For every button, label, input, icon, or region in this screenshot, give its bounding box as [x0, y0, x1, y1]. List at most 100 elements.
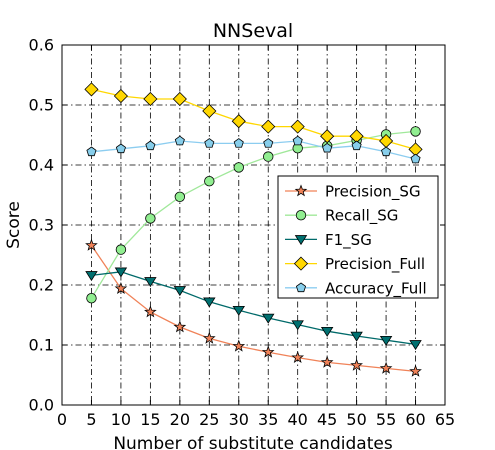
- x-tick-label: 10: [111, 410, 131, 429]
- series-layer: [84, 82, 423, 377]
- data-point: [263, 138, 274, 148]
- data-point: [381, 146, 392, 157]
- data-point: [174, 191, 186, 203]
- legend-item-recall-sg: Recall_SG: [285, 207, 398, 226]
- data-point: [114, 267, 128, 278]
- data-point: [262, 313, 275, 324]
- x-tick-label: 35: [258, 410, 278, 429]
- series-f1-sg: [85, 267, 422, 351]
- data-point: [115, 143, 126, 154]
- series-line: [90, 245, 416, 373]
- x-tick-label: 30: [229, 410, 249, 429]
- data-point: [85, 271, 98, 282]
- data-point: [320, 326, 334, 337]
- data-point: [144, 305, 157, 318]
- x-tick-label: 5: [86, 410, 96, 429]
- data-point: [409, 364, 422, 377]
- legend-marker: [295, 282, 307, 293]
- y-tick-label: 0.4: [29, 156, 54, 175]
- x-tick-label: 55: [376, 410, 396, 429]
- chart-title: NNSeval: [213, 20, 293, 42]
- data-point: [115, 244, 127, 255]
- legend-item-f1-sg: F1_SG: [285, 231, 372, 250]
- data-point: [233, 138, 244, 148]
- data-point: [173, 286, 187, 297]
- data-point: [233, 162, 244, 173]
- y-tick-label: 0.6: [29, 36, 54, 55]
- x-tick-label: 50: [346, 410, 366, 429]
- legend-marker: [294, 235, 308, 246]
- series-line: [91, 271, 416, 346]
- y-tick-label: 0.5: [29, 96, 54, 115]
- x-tick-label: 60: [405, 410, 425, 429]
- data-point: [409, 340, 422, 351]
- legend-item-precision-full: Precision_Full: [285, 255, 425, 274]
- legend-label: Recall_SG: [325, 207, 398, 226]
- series-line: [91, 88, 416, 151]
- legend-label: Precision_SG: [325, 183, 421, 202]
- series-precision-sg: [85, 238, 422, 377]
- legend-label: F1_SG: [325, 231, 372, 250]
- x-tick-label: 45: [317, 410, 337, 429]
- x-axis-label: Number of substitute candidates: [113, 434, 393, 450]
- data-point: [113, 88, 128, 104]
- data-point: [379, 335, 393, 346]
- data-point: [172, 91, 187, 107]
- axis-ticks: 0 5 10 15 20 25 30 35 40 45 50 55 60 65 0.0 0.1 0.2 0.3 0.…: [29, 36, 456, 430]
- data-point: [114, 281, 128, 294]
- data-point: [322, 142, 333, 153]
- data-point: [232, 305, 245, 316]
- data-point: [202, 103, 217, 119]
- data-point: [292, 135, 303, 146]
- data-point: [232, 339, 246, 352]
- data-point: [85, 238, 98, 251]
- legend: Precision_SG Recall_SG F1_SG Precision_Full…: [277, 175, 439, 299]
- data-point: [143, 91, 158, 107]
- x-tick-label: 40: [288, 410, 308, 429]
- data-point: [291, 350, 305, 363]
- data-point: [86, 146, 97, 157]
- data-point: [203, 297, 216, 308]
- legend-marker: [294, 184, 308, 197]
- data-point: [144, 277, 157, 288]
- data-point: [410, 126, 421, 137]
- data-point: [263, 151, 274, 162]
- data-point: [261, 345, 275, 358]
- y-tick-label: 0.0: [29, 396, 54, 415]
- x-tick-label: 15: [140, 410, 160, 429]
- x-tick-label: 65: [435, 410, 455, 429]
- data-point: [145, 140, 156, 151]
- series-line: [91, 140, 416, 160]
- data-point: [231, 114, 246, 129]
- grid: [62, 45, 445, 405]
- data-point: [350, 358, 363, 371]
- data-point: [86, 293, 97, 304]
- data-point: [84, 82, 99, 97]
- data-point: [290, 119, 305, 134]
- y-tick-label: 0.1: [29, 336, 54, 355]
- x-tick-label: 25: [199, 410, 219, 429]
- x-tick-label: 0: [57, 410, 67, 429]
- series-accuracy-full: [86, 135, 421, 164]
- data-point: [173, 320, 187, 333]
- data-point: [174, 135, 185, 146]
- data-point: [291, 320, 304, 331]
- data-point: [320, 129, 335, 144]
- legend-label: Accuracy_Full: [325, 279, 427, 298]
- data-point: [145, 213, 156, 224]
- y-tick-label: 0.3: [29, 216, 54, 235]
- data-point: [351, 140, 362, 151]
- data-point: [320, 355, 334, 368]
- legend-marker: [293, 256, 309, 271]
- data-point: [261, 119, 276, 134]
- x-tick-label: 20: [170, 410, 190, 429]
- series-precision-full: [84, 82, 423, 157]
- data-point: [204, 138, 215, 148]
- data-point: [350, 331, 363, 342]
- y-tick-label: 0.2: [29, 276, 54, 295]
- legend-item-accuracy-full: Accuracy_Full: [285, 279, 427, 298]
- y-axis-label: Score: [4, 201, 24, 249]
- legend-item-precision-sg: Precision_SG: [285, 183, 421, 202]
- legend-marker: [295, 209, 307, 221]
